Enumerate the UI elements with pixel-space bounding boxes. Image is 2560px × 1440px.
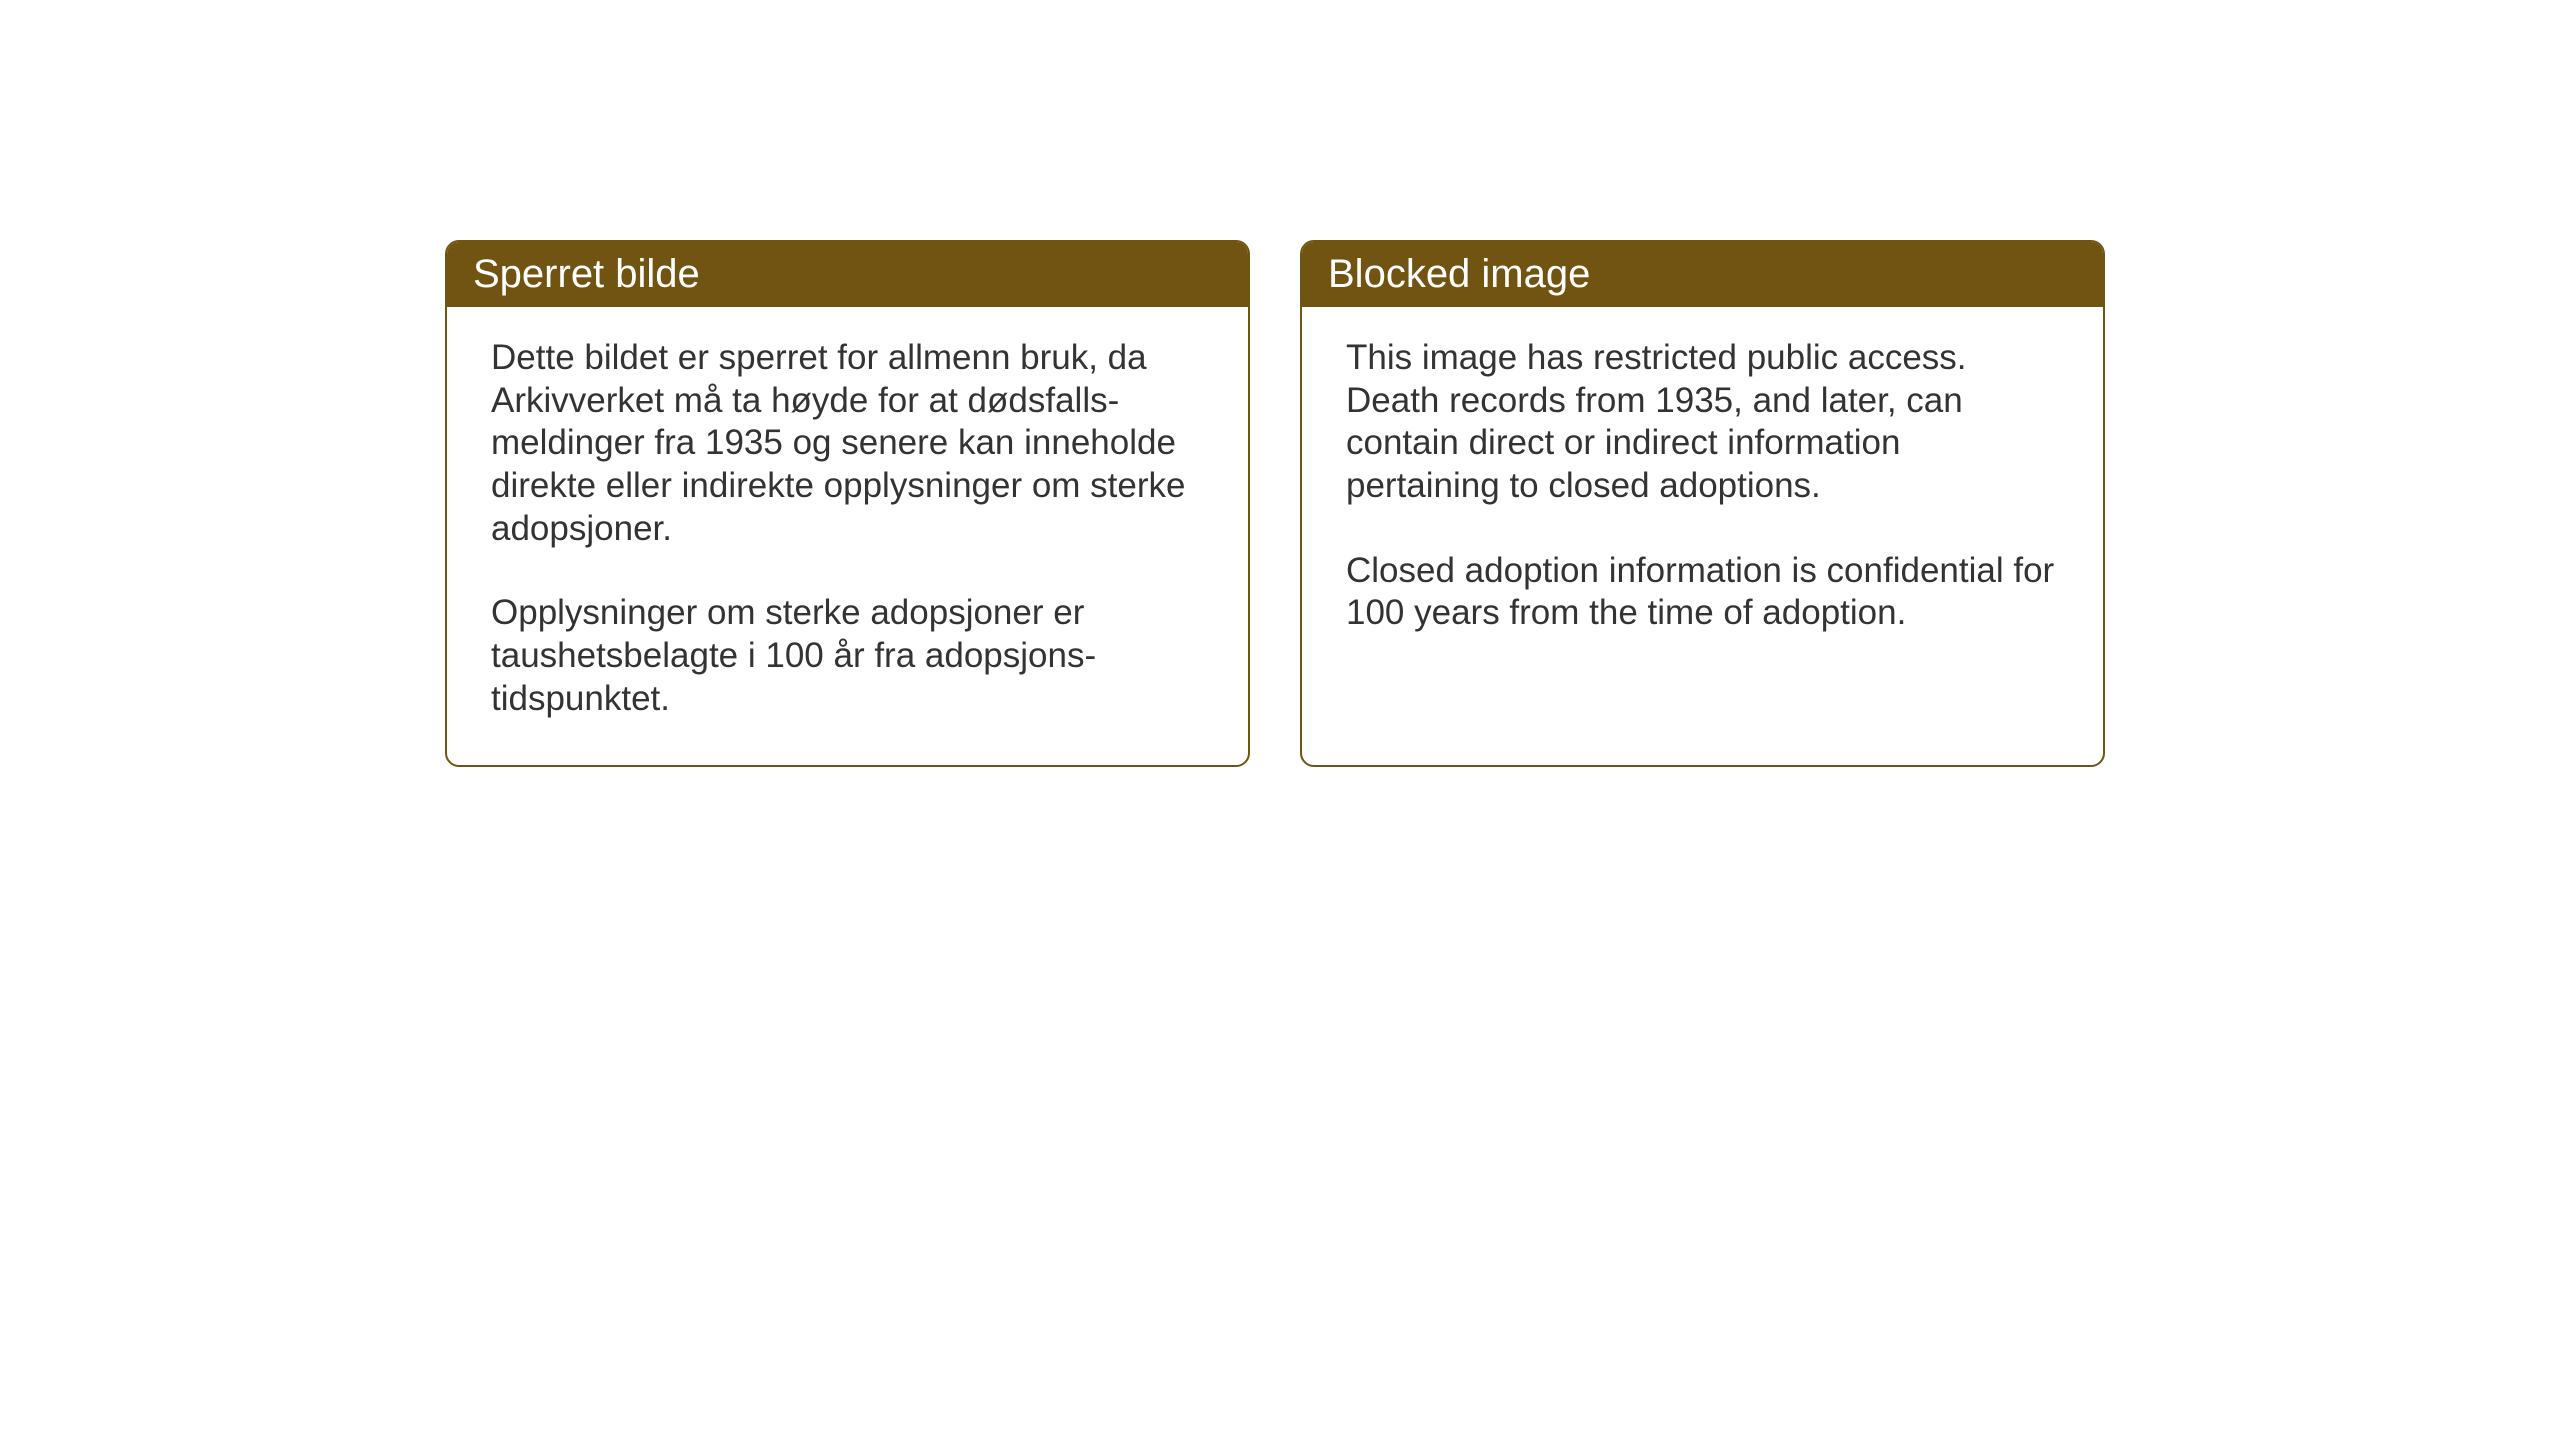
card-paragraph2-norwegian: Opplysninger om sterke adopsjoner er tau… [491, 592, 1204, 720]
card-paragraph1-norwegian: Dette bildet er sperret for allmenn bruk… [491, 337, 1204, 550]
card-paragraph1-english: This image has restricted public access.… [1346, 337, 2059, 508]
card-norwegian: Sperret bilde Dette bildet er sperret fo… [445, 240, 1250, 767]
card-title-norwegian: Sperret bilde [473, 252, 700, 296]
card-paragraph2-english: Closed adoption information is confident… [1346, 550, 2059, 635]
card-english: Blocked image This image has restricted … [1300, 240, 2105, 767]
card-body-english: This image has restricted public access.… [1302, 307, 2103, 747]
card-body-norwegian: Dette bildet er sperret for allmenn bruk… [447, 307, 1248, 765]
card-header-english: Blocked image [1302, 242, 2103, 307]
card-header-norwegian: Sperret bilde [447, 242, 1248, 307]
card-title-english: Blocked image [1328, 252, 1590, 296]
cards-container: Sperret bilde Dette bildet er sperret fo… [445, 240, 2105, 767]
